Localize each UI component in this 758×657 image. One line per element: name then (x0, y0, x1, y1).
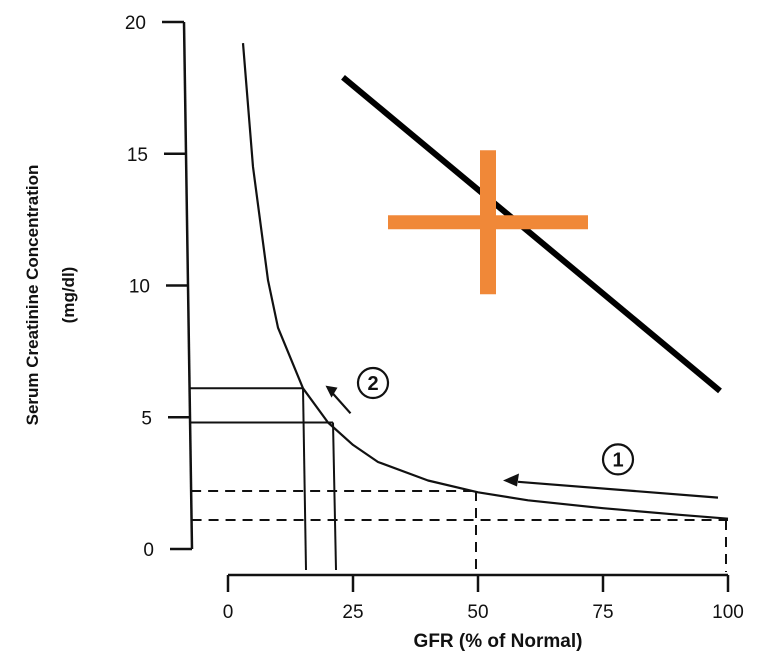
arrow-1-head (503, 473, 519, 487)
overlay (341, 75, 722, 394)
callout-number: 2 (367, 373, 378, 395)
overlay-diagonal-line (341, 75, 722, 394)
callout-circle (356, 366, 390, 400)
y-ticks: 0 5 10 15 20 (125, 13, 192, 561)
x-tick-label: 100 (712, 602, 744, 623)
creatinine-curve (241, 43, 729, 520)
y-axis-unit: (mg/dl) (59, 267, 78, 324)
arrow-2-head (325, 385, 338, 398)
orange-cross-vertical (480, 150, 496, 295)
y-tick-label: 20 (125, 13, 146, 34)
y-tick-label: 5 (141, 408, 152, 429)
arrow-2-shaft (329, 390, 352, 415)
arrows (325, 385, 719, 499)
callout-circle (601, 443, 635, 476)
y-tick-label: 15 (127, 145, 148, 166)
x-ticks: 0 25 50 75 100 (223, 575, 744, 623)
y-axis-title: Serum Creatinine Concentration (23, 165, 42, 426)
callout-number: 1 (612, 449, 623, 471)
reference-lines (189, 387, 728, 572)
x-tick-label: 25 (342, 602, 363, 623)
x-axis-title: GFR (% of Normal) (414, 631, 583, 652)
curve-group (241, 43, 729, 520)
y-axis-title-group: Serum Creatinine Concentration (23, 165, 42, 426)
y-tick-label: 0 (143, 540, 154, 561)
x-tick-label: 0 (223, 602, 234, 623)
callouts: 12 (356, 366, 635, 476)
y-tick-label: 10 (129, 277, 150, 298)
x-tick-label: 75 (592, 602, 613, 623)
arrow-1-shaft (517, 480, 719, 499)
x-tick-label: 50 (467, 602, 488, 623)
solid-vertical-ref-line (332, 422, 337, 571)
solid-vertical-ref-line (302, 388, 307, 571)
y-axis-unit-group: (mg/dl) (59, 267, 78, 324)
